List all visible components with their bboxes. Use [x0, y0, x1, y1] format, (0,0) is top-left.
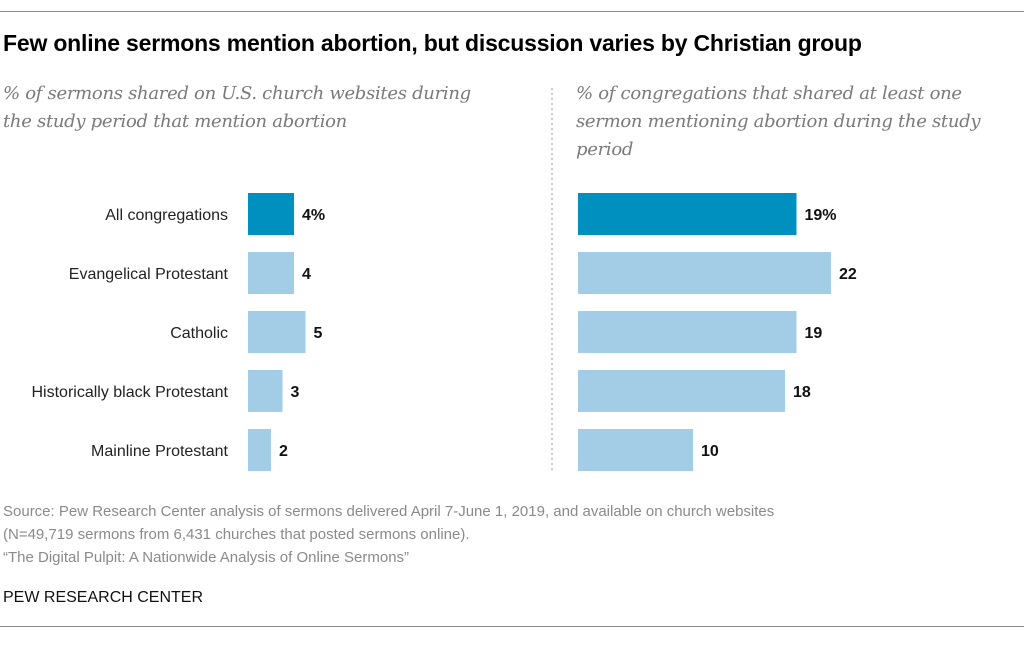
left-subtitle: % of sermons shared on U.S. church websi… [3, 83, 471, 132]
brand-name: PEW RESEARCH CENTER [3, 589, 204, 606]
bar-congregations [578, 193, 797, 235]
category-label: Mainline Protestant [91, 443, 229, 460]
category-label: Historically black Protestant [31, 384, 228, 401]
category-label: Catholic [170, 325, 228, 342]
category-label: Evangelical Protestant [69, 266, 229, 283]
bottom-rule [0, 626, 1024, 627]
source-line-1: Source: Pew Research Center analysis of … [3, 503, 775, 520]
chart-title: Few online sermons mention abortion, but… [3, 30, 862, 56]
data-label: 4% [302, 207, 325, 224]
source-line-2: (N=49,719 sermons from 6,431 churches th… [3, 526, 470, 543]
data-label: 18 [793, 384, 811, 401]
bar-congregations [578, 429, 693, 471]
bar-sermons [248, 370, 283, 412]
data-label: 22 [839, 266, 857, 283]
data-label: 19 [805, 325, 823, 342]
bar-congregations [578, 311, 797, 353]
top-rule [0, 11, 1024, 12]
bar-sermons [248, 429, 271, 471]
bar-congregations [578, 252, 831, 294]
data-label: 5 [314, 325, 323, 342]
bar-sermons [248, 252, 294, 294]
bar-sermons [248, 311, 306, 353]
source-line-3: “The Digital Pulpit: A Nationwide Analys… [3, 549, 410, 566]
bar-congregations [578, 370, 785, 412]
category-label: All congregations [105, 207, 228, 224]
bar-sermons [248, 193, 294, 235]
data-label: 2 [279, 443, 288, 460]
data-label: 4 [302, 266, 311, 283]
data-label: 10 [701, 443, 719, 460]
data-label: 19% [805, 207, 837, 224]
data-label: 3 [291, 384, 300, 401]
right-subtitle: % of congregations that shared at least … [576, 83, 981, 160]
